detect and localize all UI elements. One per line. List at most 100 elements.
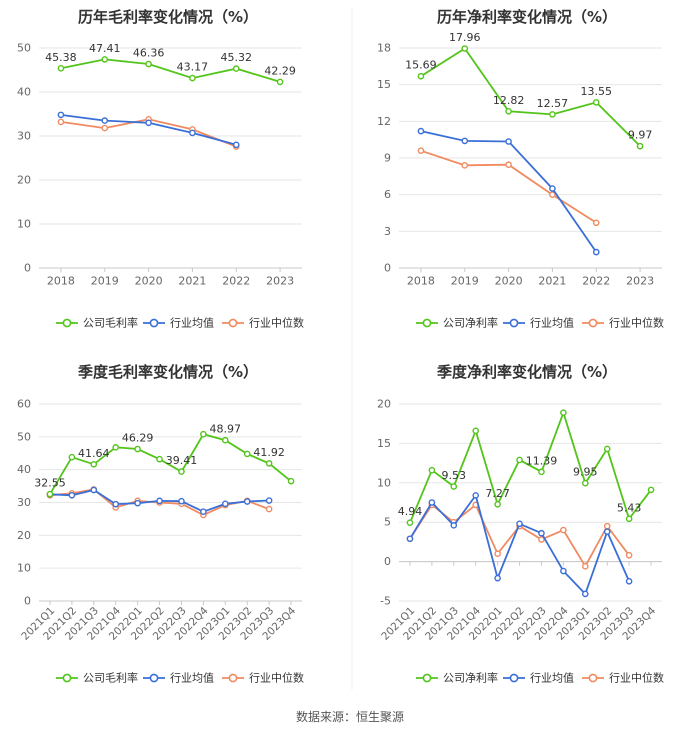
c4-company-point-2021Q4 xyxy=(472,427,480,435)
c4-company-point-2021Q1 xyxy=(406,519,414,526)
c3-data-label-2021Q1: 32.55 xyxy=(34,477,66,490)
c4-median-point-2022Q3 xyxy=(538,536,545,543)
c1-x-tick-2018: 2018 xyxy=(47,275,75,288)
c4-company-series-line xyxy=(409,409,652,524)
c4-data-label-2023Q1: 9.95 xyxy=(573,466,598,479)
c3-avg-point-2022Q2 xyxy=(156,497,163,505)
c1-x-tick-2020: 2020 xyxy=(135,275,163,288)
c1-y-tick-30: 30 xyxy=(17,130,31,143)
c4-avg-point-2021Q1 xyxy=(406,535,414,543)
c1-company-point-2021 xyxy=(189,74,196,82)
c1-legend-avg-swatch-marker xyxy=(149,318,159,328)
c2-legend-median-label: 行业中位数 xyxy=(609,316,664,330)
c4-legend-median-label: 行业中位数 xyxy=(609,671,664,685)
c3-company-point-2021Q1 xyxy=(46,490,54,498)
c2-data-label-2020: 12.82 xyxy=(493,94,525,107)
c4-y-tick-10: 10 xyxy=(377,476,391,489)
c4-company-point-2022Q4 xyxy=(560,409,567,416)
c4-avg-point-2022Q3 xyxy=(538,529,545,537)
c2-median-point-2020 xyxy=(505,161,512,169)
c1-x-tick-2021: 2021 xyxy=(178,275,206,288)
c3-data-label-2023Q3: 41.92 xyxy=(253,446,285,459)
c2-y-tick-12: 12 xyxy=(377,115,391,128)
c1-y-tick-20: 20 xyxy=(17,174,31,187)
c1-data-label-2022: 45.32 xyxy=(221,51,253,64)
c3-company-point-2023Q3 xyxy=(265,460,273,467)
c4-median-point-2023Q2 xyxy=(603,522,611,530)
c3-y-tick-10: 10 xyxy=(17,562,31,575)
c2-data-label-2022: 13.55 xyxy=(581,85,613,98)
c1-company-point-2018 xyxy=(57,65,65,72)
c2-data-label-2023: 9.97 xyxy=(628,129,653,142)
c1-company-point-2019 xyxy=(101,56,109,63)
c1-data-label-2021: 43.17 xyxy=(177,61,209,74)
c3-company-point-2022Q2 xyxy=(156,455,163,463)
c2-y-tick-3: 3 xyxy=(384,225,391,238)
c2-avg-point-2022 xyxy=(592,248,600,256)
c2-company-point-2019 xyxy=(461,45,469,52)
c1-avg-point-2020 xyxy=(145,119,152,127)
c1-data-label-2018: 45.38 xyxy=(45,51,77,64)
c1-y-tick-40: 40 xyxy=(17,86,31,99)
c4-legend-avg-swatch-marker xyxy=(509,673,519,683)
c4-legend-avg-label: 行业均值 xyxy=(530,672,574,685)
c4-legend-company-swatch-marker xyxy=(422,673,432,683)
c4-company-point-2023Q3 xyxy=(625,515,633,523)
c3-legend-avg-label: 行业均值 xyxy=(170,672,214,685)
c1-legend-median-swatch-marker xyxy=(228,318,238,328)
c3-legend-median-label: 行业中位数 xyxy=(249,671,304,685)
c2-legend-avg-label: 行业均值 xyxy=(530,317,574,330)
c2-avg-point-2020 xyxy=(505,138,512,145)
c4-company-point-2022Q3 xyxy=(538,468,545,476)
c3-legend-company-label: 公司毛利率 xyxy=(83,671,138,685)
c1-x-tick-2022: 2022 xyxy=(222,275,250,288)
c3-avg-point-2022Q4 xyxy=(200,508,207,515)
c4-avg-point-2021Q4 xyxy=(472,492,480,499)
c1-x-tick-2023: 2023 xyxy=(266,275,294,288)
c4-y-tick-15: 15 xyxy=(377,437,391,450)
c2-x-tick-2022: 2022 xyxy=(582,275,610,288)
c2-legend-avg-swatch-marker xyxy=(509,318,519,328)
c3-avg-point-2023Q3 xyxy=(265,497,273,504)
c3-company-point-2022Q3 xyxy=(178,468,185,475)
c2-x-tick-2023: 2023 xyxy=(626,275,654,288)
c2-avg-point-2018 xyxy=(417,127,425,135)
c4-company-point-2023Q2 xyxy=(603,445,611,453)
c2-legend-company-label: 公司净利率 xyxy=(443,316,498,330)
c4-median-point-2022Q4 xyxy=(560,526,567,534)
c2-x-tick-2020: 2020 xyxy=(495,275,523,288)
c4-company-point-2022Q2 xyxy=(516,456,523,464)
c4-avg-point-2022Q2 xyxy=(516,520,523,528)
c3-y-tick-0: 0 xyxy=(24,595,31,608)
c3-company-point-2023Q1 xyxy=(221,436,229,444)
c2-avg-point-2021 xyxy=(549,185,556,192)
c1-legend-median-label: 行业中位数 xyxy=(249,316,304,330)
c1-company-point-2022 xyxy=(232,65,240,72)
c1-title: 历年毛利率变化情况（%） xyxy=(78,8,258,26)
c3-data-label-2022Q3: 39.41 xyxy=(166,454,198,467)
c3-legend-company-swatch-marker xyxy=(62,673,72,683)
c4-y-tick--5: -5 xyxy=(380,595,391,608)
c2-company-point-2022 xyxy=(592,99,600,106)
c4-avg-point-2023Q3 xyxy=(625,578,633,585)
c3-median-point-2023Q3 xyxy=(265,505,273,513)
c4-data-label-2021Q1: 4.94 xyxy=(398,505,423,518)
c3-avg-point-2022Q1 xyxy=(134,499,141,507)
c2-avg-point-2019 xyxy=(461,137,469,145)
c3-company-point-2022Q1 xyxy=(134,445,141,453)
c2-median-point-2018 xyxy=(417,147,425,154)
c4-legend-company-label: 公司净利率 xyxy=(443,671,498,685)
c1-company-point-2023 xyxy=(276,78,284,86)
c4-company-point-2022Q1 xyxy=(494,501,501,508)
c2-title: 历年净利率变化情况（%） xyxy=(437,8,617,26)
c3-avg-point-2021Q3 xyxy=(90,486,98,494)
c3-legend-median-swatch-marker xyxy=(228,673,238,683)
c4-company-point-2023Q4 xyxy=(647,486,655,494)
c3-avg-point-2022Q3 xyxy=(178,497,185,505)
c2-y-tick-18: 18 xyxy=(377,42,391,55)
c1-company-series-line xyxy=(60,58,281,83)
c4-avg-point-2023Q1 xyxy=(581,590,589,598)
c4-data-label-2022Q1: 7.27 xyxy=(485,487,510,500)
c4-data-label-2021Q3: 9.53 xyxy=(442,469,467,482)
c1-avg-point-2018 xyxy=(57,111,65,119)
